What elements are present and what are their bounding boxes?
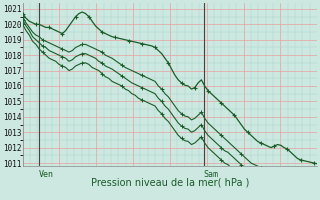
X-axis label: Pression niveau de la mer( hPa ): Pression niveau de la mer( hPa ) [91, 177, 249, 187]
Text: Ven: Ven [39, 170, 54, 179]
Text: Sam: Sam [204, 170, 219, 179]
